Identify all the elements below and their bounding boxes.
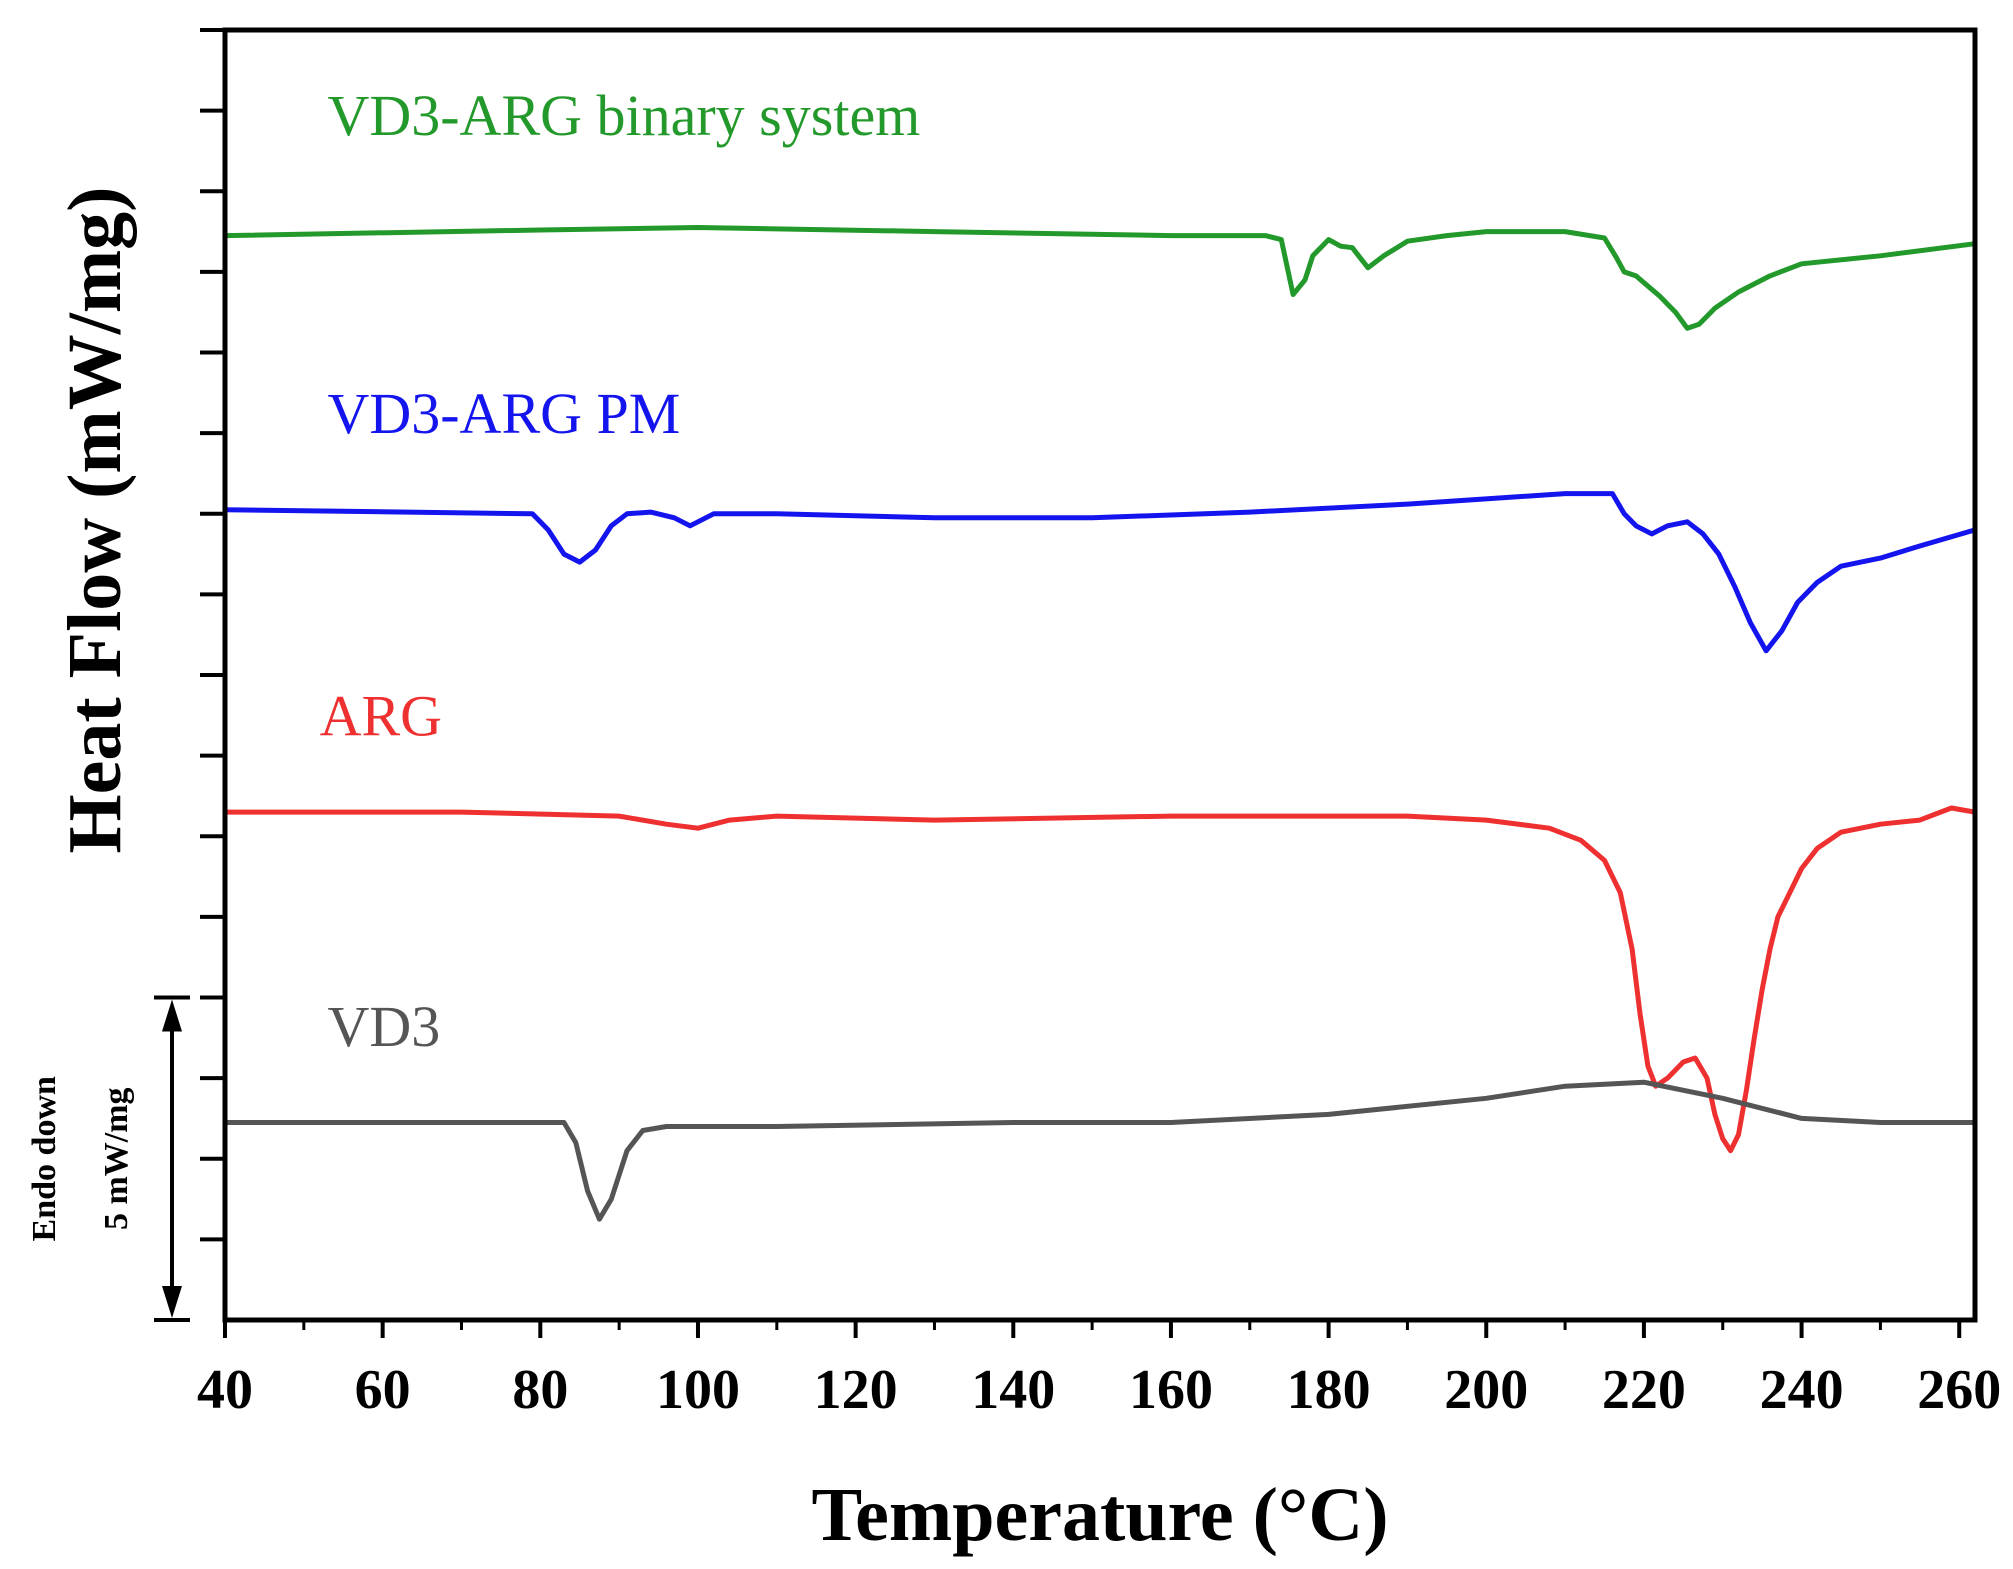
x-tick-label: 240	[1760, 1359, 1844, 1421]
x-tick-label: 80	[512, 1359, 568, 1421]
series-line-vd3-arg-pm	[222, 491, 1978, 654]
ticks-layer: 40 60 80 100 120 140 160 180 200 220 240 260	[197, 28, 2001, 1421]
x-tick-label: 180	[1287, 1359, 1371, 1421]
scale-bar-arrow-down-icon	[162, 1286, 182, 1318]
x-tick-label: 200	[1444, 1359, 1528, 1421]
x-tick-label: 140	[971, 1359, 1055, 1421]
y-axis-title: Heat Flow (mW/mg)	[53, 187, 137, 854]
scale-bar-label-units: 5 mW/mg	[98, 1087, 135, 1230]
x-axis-title: Temperature (°C)	[811, 1473, 1388, 1557]
series-label-vd3-arg-binary-system: VD3-ARG binary system	[327, 83, 920, 148]
scale-bar: Endo down 5 mW/mg	[26, 995, 190, 1322]
series-label-vd3-arg-pm: VD3-ARG PM	[327, 381, 680, 446]
plot-frame	[222, 27, 1978, 1323]
x-tick-label: 40	[197, 1359, 253, 1421]
x-tick-label: 260	[1917, 1359, 2001, 1421]
scale-bar-arrow-up-icon	[162, 999, 182, 1032]
scale-bar-label-endo: Endo down	[26, 1076, 63, 1241]
series-line-arg	[222, 805, 1978, 1154]
x-tick-label: 60	[355, 1359, 411, 1421]
series-line-vd3-arg-binary-system	[222, 225, 1978, 331]
x-tick-label: 100	[656, 1359, 740, 1421]
x-tick-label: 120	[814, 1359, 898, 1421]
series-layer	[222, 225, 1978, 1222]
series-label-vd3: VD3	[327, 994, 440, 1059]
series-line-vd3	[222, 1079, 1978, 1222]
series-labels-layer: VD3-ARG binary system VD3-ARG PM ARG VD3	[320, 83, 921, 1059]
x-tick-label: 160	[1129, 1359, 1213, 1421]
x-tick-label: 220	[1602, 1359, 1686, 1421]
series-label-arg: ARG	[320, 683, 442, 748]
